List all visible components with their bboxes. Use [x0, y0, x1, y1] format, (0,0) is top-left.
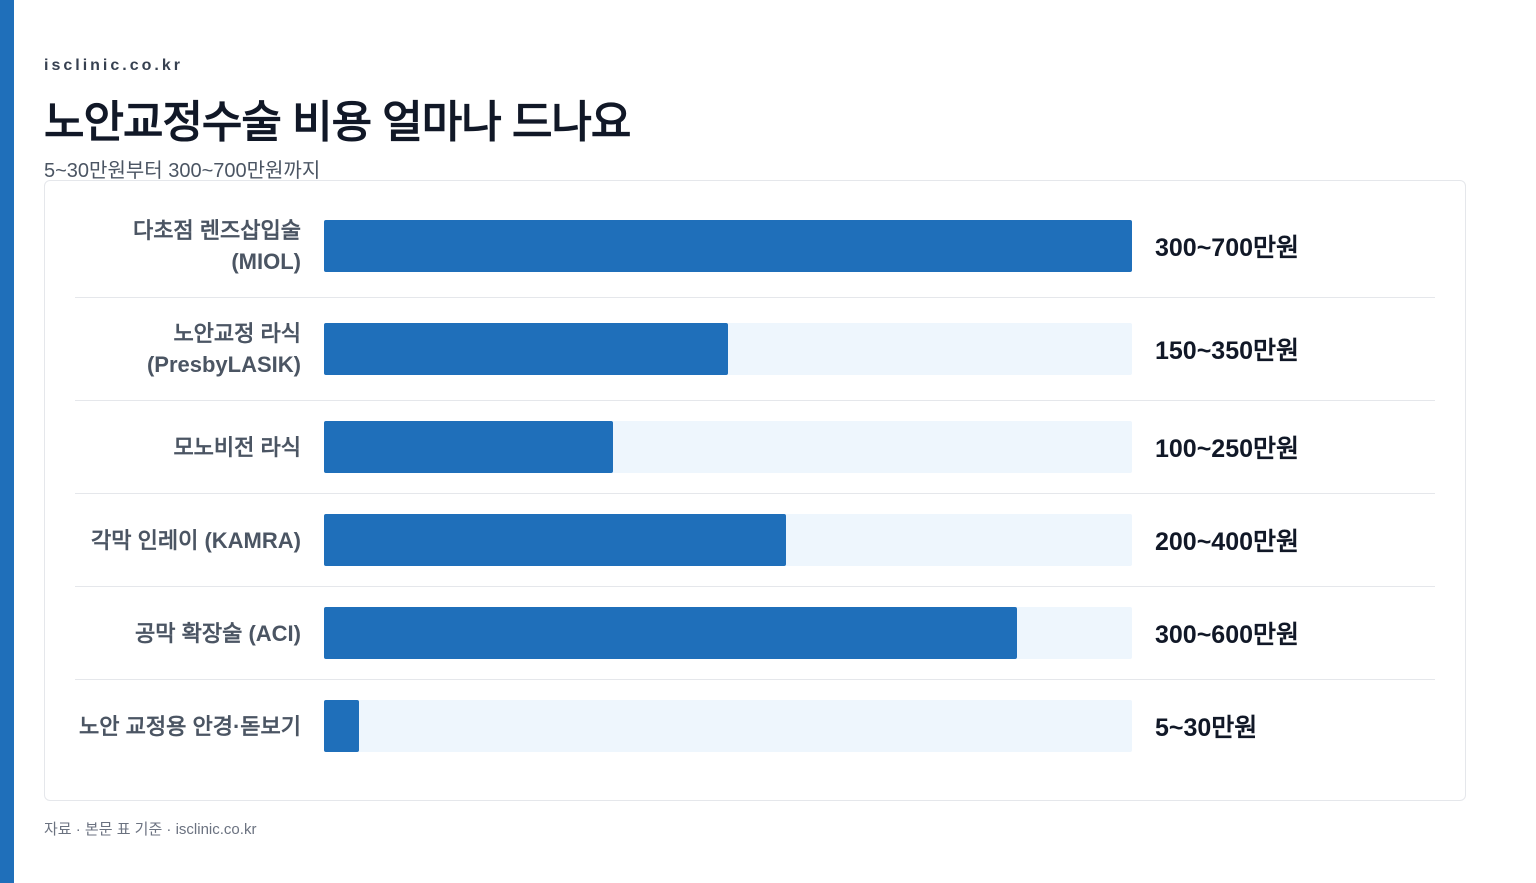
bar-track — [324, 607, 1132, 659]
bar-row: 다초점 렌즈삽입술 (MIOL) 300~700만원 — [75, 195, 1435, 298]
value-label: 100~250만원 — [1155, 435, 1300, 463]
category-label: 노안교정 라식 (PresbyLASIK) — [146, 321, 301, 377]
value-label: 200~400만원 — [1155, 528, 1300, 556]
chart-title: 노안교정수술 비용 얼마나 드나요 — [44, 98, 631, 147]
chart-subtitle: 5~30만원부터 300~700만원까지 — [44, 160, 321, 182]
value-label: 300~700만원 — [1155, 234, 1300, 262]
bar-track — [324, 421, 1132, 473]
bar — [324, 700, 359, 752]
bar — [324, 220, 1132, 272]
bar — [324, 421, 613, 473]
value-label: 300~600만원 — [1155, 621, 1300, 649]
bar — [324, 323, 728, 375]
source-note: 자료 · 본문 표 기준 · isclinic.co.kr — [44, 821, 257, 838]
category-label: 각막 인레이 (KAMRA) — [91, 527, 301, 553]
bar-row: 모노비전 라식 100~250만원 — [75, 401, 1435, 494]
bar-track — [324, 323, 1132, 375]
bar-row: 공막 확장술 (ACI) 300~600만원 — [75, 587, 1435, 680]
bar — [324, 607, 1017, 659]
category-label: 공막 확장술 (ACI) — [135, 620, 301, 646]
bar-row: 노안 교정용 안경·돋보기 5~30만원 — [75, 680, 1435, 772]
site-label: isclinic.co.kr — [44, 57, 183, 74]
value-label: 150~350만원 — [1155, 337, 1300, 365]
bar-track — [324, 514, 1132, 566]
category-label: 다초점 렌즈삽입술 (MIOL) — [132, 218, 301, 274]
category-label: 모노비전 라식 — [173, 434, 301, 460]
category-label: 노안 교정용 안경·돋보기 — [79, 713, 301, 739]
accent-stripe — [0, 0, 14, 883]
bar — [324, 514, 786, 566]
value-label: 5~30만원 — [1155, 714, 1258, 742]
bar-row: 각막 인레이 (KAMRA) 200~400만원 — [75, 494, 1435, 587]
bar-row: 노안교정 라식 (PresbyLASIK) 150~350만원 — [75, 298, 1435, 401]
bar-track — [324, 700, 1132, 752]
bar-track — [324, 220, 1132, 272]
